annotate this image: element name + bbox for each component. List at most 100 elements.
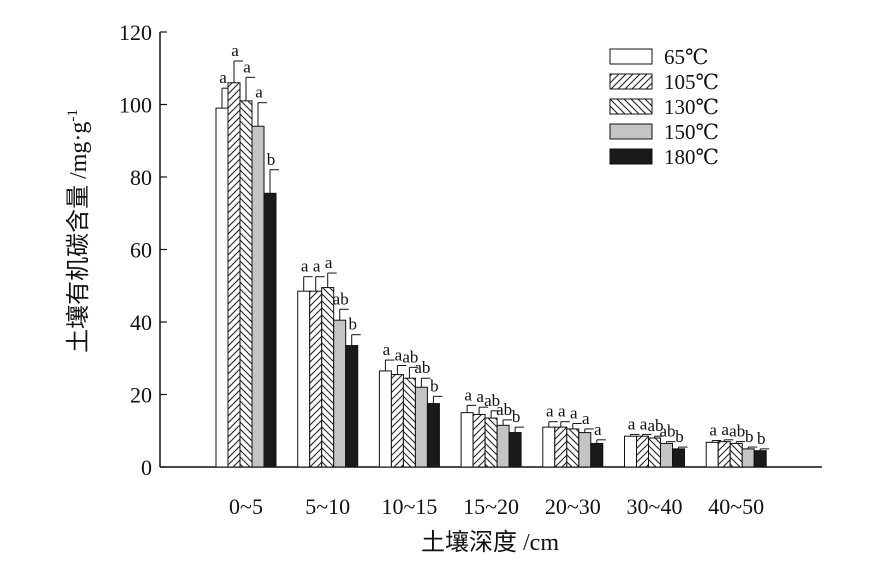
legend-swatch: [609, 148, 653, 165]
significance-letter: b: [757, 429, 766, 448]
significance-letter: a: [395, 346, 403, 365]
significance-letter: b: [745, 427, 754, 446]
significance-letter: a: [476, 387, 484, 406]
bar: [414, 386, 428, 468]
significance-letter: a: [231, 41, 239, 60]
legend-swatch: [609, 73, 653, 90]
bar: [402, 377, 416, 468]
legend-label: 180℃: [664, 145, 719, 169]
significance-letter: ab: [484, 391, 500, 410]
y-tick-label: 80: [130, 165, 152, 190]
x-tick-label: 30~40: [627, 494, 683, 519]
bar: [215, 107, 229, 468]
legend-label: 65℃: [664, 45, 709, 69]
bar: [345, 345, 359, 468]
bar: [297, 290, 311, 468]
bar: [590, 442, 604, 468]
bar: [753, 450, 767, 468]
bars: [215, 60, 770, 468]
significance-letter: a: [325, 253, 333, 272]
significance-letter: a: [243, 57, 251, 76]
bar: [508, 432, 522, 468]
significance-letter: a: [219, 68, 227, 87]
legend-swatch: [609, 98, 653, 115]
y-tick-label: 120: [119, 20, 152, 45]
bar: [554, 426, 568, 468]
significance-letter: a: [301, 257, 309, 276]
bar: [227, 82, 241, 468]
bar: [636, 435, 649, 468]
x-tick-label: 10~15: [381, 494, 437, 519]
y-axis-title-main: 土壤有机碳含量 /mg·g: [65, 122, 92, 353]
legend-label: 130℃: [664, 95, 719, 119]
y-axis-title-superscript: -1: [65, 109, 81, 122]
significance-letter: b: [267, 150, 276, 169]
y-tick-label: 20: [130, 383, 152, 408]
x-tick-label: 5~10: [305, 494, 350, 519]
significance-letter: a: [721, 420, 729, 439]
significance-letter: ab: [659, 422, 675, 441]
y-tick-label: 40: [130, 310, 152, 335]
y-tick-label: 100: [119, 93, 152, 118]
bar: [717, 441, 731, 468]
significance-letter: a: [640, 414, 648, 433]
legend-label: 105℃: [664, 70, 719, 94]
bar: [729, 442, 743, 468]
y-axis-title: 土壤有机碳含量 /mg·g-1: [65, 109, 92, 353]
bar: [426, 403, 440, 468]
bar: [239, 100, 253, 468]
legend-swatch: [609, 48, 653, 65]
legend-swatch: [609, 123, 653, 140]
significance-letter: a: [255, 83, 263, 102]
bar: [496, 424, 510, 468]
significance-letter: b: [430, 376, 439, 395]
bar: [648, 437, 661, 468]
bar: [321, 287, 335, 468]
significance-letter: ab: [333, 289, 349, 308]
significance-letter: b: [348, 315, 357, 334]
bar: [333, 319, 347, 468]
significance-letter: a: [709, 421, 717, 440]
bar: [660, 442, 673, 468]
significance-letter: a: [313, 257, 321, 276]
x-tick-label: 40~50: [708, 494, 764, 519]
significance-letter: a: [628, 414, 636, 433]
x-axis-title: 土壤深度 /cm: [421, 529, 559, 556]
bar: [741, 448, 755, 468]
significance-letter: b: [675, 427, 684, 446]
bar: [390, 374, 404, 468]
bar: [566, 428, 580, 468]
y-tick-label: 60: [130, 238, 152, 263]
bar: [578, 432, 592, 468]
bar: [624, 435, 637, 468]
significance-letter: a: [570, 404, 578, 423]
significance-letter: ab: [414, 358, 430, 377]
significance-letter: a: [582, 409, 590, 428]
y-tick-label: 0: [141, 455, 152, 480]
bar: [542, 426, 556, 468]
bar: [263, 192, 277, 468]
bar: [309, 290, 323, 468]
bar: [460, 412, 474, 468]
bar: [672, 448, 685, 468]
legend-label: 150℃: [664, 120, 719, 144]
bar: [378, 370, 392, 468]
significance-letter: a: [558, 402, 566, 421]
bar: [251, 125, 265, 468]
x-tick-label: 20~30: [545, 494, 601, 519]
axes: 0 20 40 60 80 100 120 0~5 5~10 10~15 15~20 20~30 30~…: [119, 20, 822, 519]
bar: [484, 417, 498, 468]
x-tick-label: 0~5: [229, 494, 263, 519]
x-tick-label: 15~20: [463, 494, 519, 519]
significance-letter: a: [383, 340, 391, 359]
significance-letter: b: [512, 407, 521, 426]
significance-letter: ab: [729, 422, 745, 441]
significance-letter: ab: [496, 400, 512, 419]
significance-letter: ab: [647, 416, 663, 435]
bar: [705, 441, 719, 468]
significance-letter: a: [546, 402, 554, 421]
bar: [472, 413, 486, 468]
